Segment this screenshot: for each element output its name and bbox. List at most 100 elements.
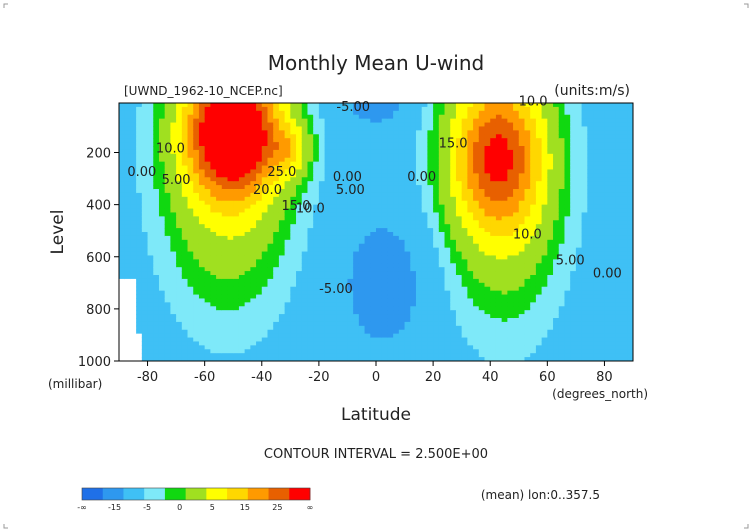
heatmap-cell	[119, 126, 126, 131]
heatmap-cell	[147, 106, 154, 112]
heatmap-cell	[467, 232, 474, 237]
heatmap-cell	[307, 177, 314, 182]
heatmap-cell	[170, 177, 177, 182]
heatmap-cell	[376, 103, 383, 108]
heatmap-cell	[124, 173, 131, 178]
heatmap-cell	[404, 181, 411, 186]
heatmap-cell	[473, 251, 480, 256]
heatmap-cell	[130, 247, 137, 253]
heatmap-cell	[233, 333, 240, 339]
heatmap-cell	[484, 275, 491, 280]
heatmap-cell	[301, 216, 308, 221]
heatmap-cell	[467, 290, 474, 296]
heatmap-cell	[181, 286, 189, 292]
heatmap-cell	[507, 255, 514, 260]
heatmap-cell	[261, 161, 268, 167]
heatmap-cell	[421, 228, 428, 233]
heatmap-cell	[438, 235, 446, 241]
heatmap-cell	[158, 165, 166, 170]
heatmap-cell	[347, 216, 354, 221]
heatmap-cell	[313, 228, 320, 233]
heatmap-cell	[204, 134, 211, 139]
heatmap-cell	[513, 255, 520, 260]
heatmap-cell	[336, 189, 343, 194]
heatmap-cell	[450, 243, 457, 249]
heatmap-cell	[193, 126, 200, 131]
heatmap-cell	[250, 267, 257, 272]
heatmap-cell	[410, 169, 417, 174]
heatmap-cell	[273, 329, 280, 335]
heatmap-cell	[261, 114, 268, 120]
heatmap-cell	[301, 251, 308, 256]
heatmap-cell	[415, 192, 423, 198]
heatmap-cell	[278, 306, 286, 311]
heatmap-cell	[290, 298, 297, 303]
heatmap-cell	[501, 181, 508, 186]
heatmap-cell	[170, 110, 177, 116]
heatmap-cell	[164, 134, 171, 139]
heatmap-cell	[296, 106, 303, 112]
heatmap-cell	[513, 103, 520, 108]
heatmap-cell	[330, 196, 337, 202]
heatmap-cell	[444, 192, 451, 198]
heatmap-cell	[455, 165, 463, 170]
heatmap-cell	[187, 153, 194, 159]
heatmap-cell	[398, 189, 406, 194]
heatmap-cell	[467, 228, 474, 233]
heatmap-cell	[341, 185, 348, 190]
heatmap-cell	[370, 114, 377, 120]
heatmap-cell	[216, 286, 223, 292]
heatmap-cell	[370, 216, 377, 221]
heatmap-cell	[244, 263, 251, 268]
heatmap-cell	[438, 134, 446, 139]
heatmap-cell	[204, 224, 211, 229]
heatmap-cell	[535, 142, 543, 147]
heatmap-cell	[444, 153, 451, 159]
heatmap-cell	[273, 353, 280, 358]
heatmap-cell	[181, 298, 189, 303]
heatmap-cell	[204, 138, 211, 143]
heatmap-cell	[478, 321, 486, 327]
heatmap-cell	[164, 122, 171, 127]
heatmap-cell	[210, 349, 217, 354]
heatmap-cell	[518, 181, 525, 186]
heatmap-cell	[541, 247, 548, 253]
heatmap-cell	[507, 224, 514, 229]
heatmap-cell	[438, 290, 446, 296]
heatmap-cell	[381, 192, 388, 198]
heatmap-cell	[256, 157, 263, 163]
heatmap-cell	[376, 302, 383, 307]
heatmap-cell	[473, 114, 480, 120]
heatmap-cell	[404, 106, 411, 112]
heatmap-cell	[535, 130, 543, 135]
heatmap-cell	[221, 196, 229, 202]
heatmap-cell	[170, 181, 177, 186]
heatmap-cell	[187, 185, 194, 190]
heatmap-cell	[284, 153, 291, 159]
heatmap-cell	[490, 134, 497, 139]
heatmap-cell	[238, 310, 246, 315]
heatmap-cell	[290, 255, 297, 260]
heatmap-cell	[130, 173, 137, 178]
heatmap-cell	[261, 294, 268, 299]
heatmap-cell	[353, 325, 360, 331]
heatmap-cell	[444, 349, 451, 354]
heatmap-cell	[535, 208, 543, 213]
heatmap-cell	[170, 302, 177, 307]
heatmap-cell	[415, 181, 423, 186]
heatmap-cell	[370, 146, 377, 151]
heatmap-cell	[210, 177, 217, 182]
heatmap-cell	[187, 290, 194, 296]
heatmap-cell	[398, 357, 406, 362]
heatmap-cell	[495, 263, 503, 268]
heatmap-cell	[204, 310, 211, 315]
heatmap-cell	[358, 173, 366, 178]
heatmap-cell	[381, 341, 388, 346]
heatmap-cell	[541, 189, 548, 194]
heatmap-cell	[438, 185, 446, 190]
heatmap-cell	[347, 294, 354, 299]
heatmap-cell	[176, 321, 183, 327]
heatmap-cell	[227, 185, 234, 190]
heatmap-cell	[261, 255, 268, 260]
heatmap-cell	[353, 189, 360, 194]
